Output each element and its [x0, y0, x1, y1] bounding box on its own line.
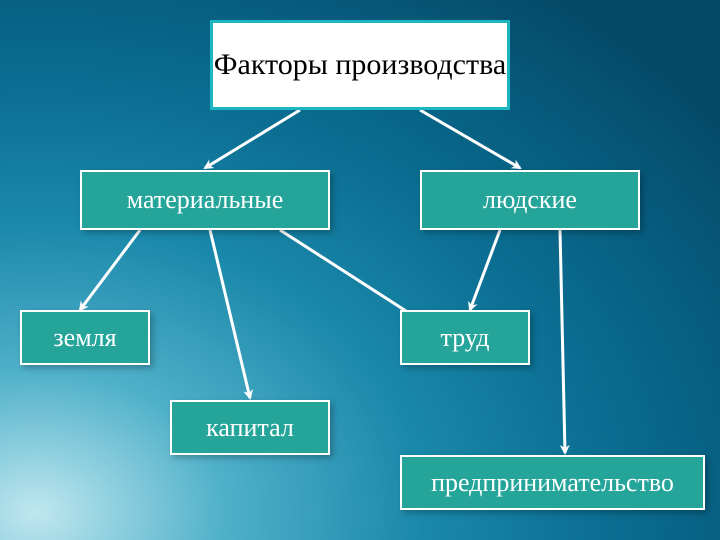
node-root: Факторы производства	[210, 20, 510, 110]
node-entrepreneurship: предпринимательство	[400, 455, 705, 510]
node-material: материальные	[80, 170, 330, 230]
node-capital: капитал	[170, 400, 330, 455]
diagram-stage: Факторы производства материальные людски…	[0, 0, 720, 540]
node-labor: труд	[400, 310, 530, 365]
node-land: земля	[20, 310, 150, 365]
node-human: людские	[420, 170, 640, 230]
